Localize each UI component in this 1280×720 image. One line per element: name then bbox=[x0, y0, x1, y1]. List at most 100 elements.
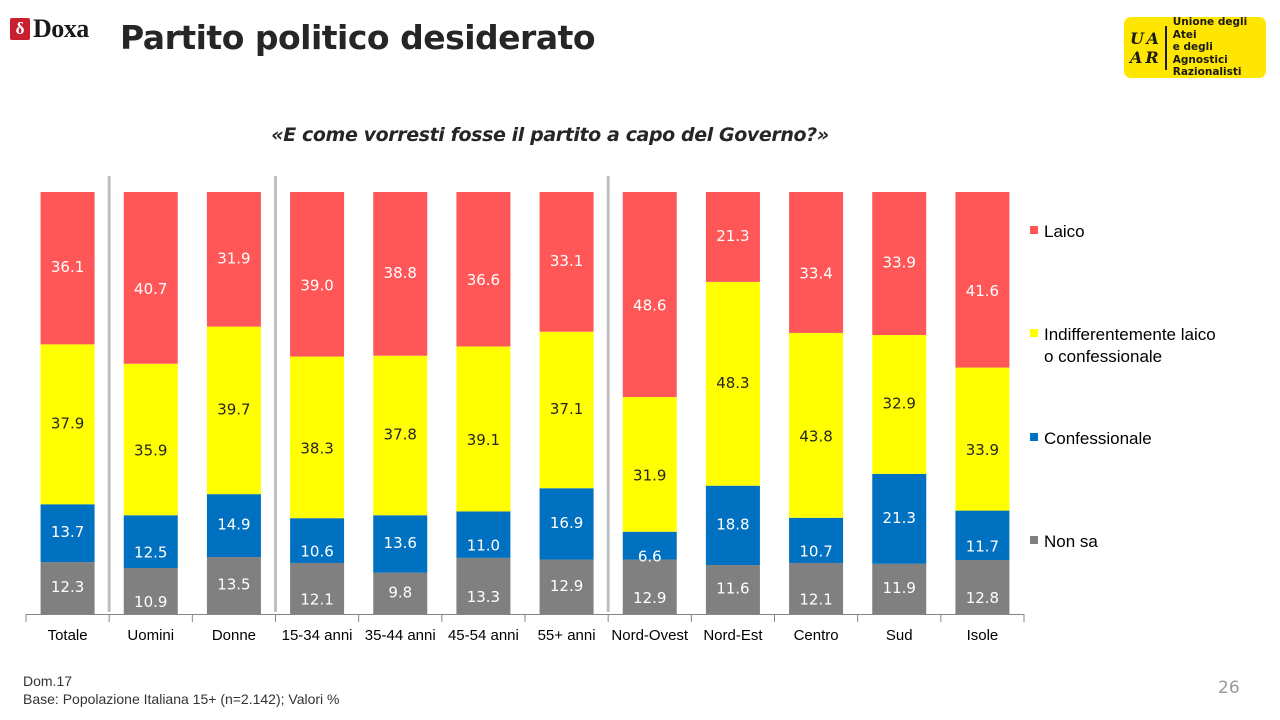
bar-segment bbox=[872, 563, 927, 614]
x-tick-label: 55+ anni bbox=[538, 627, 596, 644]
data-label: 43.8 bbox=[799, 427, 832, 445]
bar-segment bbox=[40, 344, 95, 505]
bar-segment bbox=[290, 562, 345, 614]
bar-segment bbox=[872, 192, 927, 336]
x-tick-label: Totale bbox=[48, 627, 88, 644]
data-label: 11.7 bbox=[966, 537, 999, 555]
bar-segment bbox=[955, 367, 1010, 511]
bar-segment bbox=[40, 504, 95, 563]
bar-segment bbox=[206, 192, 261, 327]
legend-label: Indifferentemente laico bbox=[1044, 325, 1216, 344]
stacked-bar-chart: 12.3 13.7 37.9 36.1 Totale 10.9 12.5 35.9 40.7 Uo… bbox=[25, 176, 1216, 644]
data-label: 9.8 bbox=[388, 583, 412, 601]
data-label: 48.3 bbox=[716, 374, 749, 392]
data-label: 37.9 bbox=[51, 414, 84, 432]
data-label: 39.1 bbox=[467, 431, 500, 449]
sample-base: Base: Popolazione Italiana 15+ (n=2.142)… bbox=[23, 691, 340, 707]
x-tick-label: Uomini bbox=[127, 627, 174, 644]
bar-segment bbox=[456, 346, 511, 512]
data-label: 12.9 bbox=[633, 589, 666, 607]
data-label: 31.9 bbox=[217, 249, 250, 267]
data-label: 12.1 bbox=[799, 590, 832, 608]
data-label: 14.9 bbox=[217, 516, 250, 534]
legend-label: Non sa bbox=[1044, 532, 1098, 551]
x-tick-label: Donne bbox=[212, 627, 256, 644]
legend-swatch bbox=[1030, 329, 1038, 337]
bar-segment bbox=[539, 488, 594, 560]
bar-segment bbox=[373, 572, 428, 614]
data-label: 21.3 bbox=[716, 227, 749, 245]
uaar-logo-line: Razionalisti bbox=[1172, 66, 1242, 79]
bar-segment bbox=[705, 192, 760, 282]
bar-segment bbox=[872, 473, 927, 564]
bar-segment bbox=[705, 565, 760, 614]
bar-segment bbox=[206, 326, 261, 495]
uaar-logo-line: Unione degli Atei bbox=[1172, 16, 1248, 41]
data-label: 11.9 bbox=[883, 579, 916, 597]
page-title: Partito politico desiderato bbox=[120, 18, 596, 57]
data-label: 6.6 bbox=[638, 548, 662, 566]
bar-segment bbox=[290, 192, 345, 357]
data-label: 38.8 bbox=[384, 264, 417, 282]
data-label: 13.6 bbox=[384, 534, 417, 552]
bar-segment bbox=[622, 559, 677, 614]
bar-segment bbox=[290, 356, 345, 519]
data-label: 16.9 bbox=[550, 514, 583, 532]
data-label: 35.9 bbox=[134, 442, 167, 460]
data-label: 40.7 bbox=[134, 280, 167, 298]
data-label: 12.5 bbox=[134, 544, 167, 562]
x-tick-label: Isole bbox=[967, 627, 999, 644]
data-label: 39.7 bbox=[217, 400, 250, 418]
x-tick-label: Centro bbox=[794, 627, 839, 644]
data-label: 48.6 bbox=[633, 297, 666, 315]
bar-segment bbox=[206, 494, 261, 558]
bar-segment bbox=[622, 192, 677, 398]
bar-segment bbox=[539, 192, 594, 332]
doxa-logo-mark: δ bbox=[10, 18, 30, 40]
data-label: 39.0 bbox=[300, 276, 333, 294]
uaar-logo-text: Unione degli Atei e degli Agnostici Razi… bbox=[1173, 16, 1266, 79]
bar-segment bbox=[955, 510, 1010, 560]
doxa-logo-text: Doxa bbox=[33, 14, 89, 43]
x-tick-label: Nord-Ovest bbox=[611, 627, 689, 644]
bar-segment bbox=[123, 192, 178, 364]
bar-segment bbox=[40, 192, 95, 345]
uaar-logo-mark: UA AR bbox=[1130, 28, 1162, 67]
data-label: 13.7 bbox=[51, 523, 84, 541]
data-label: 33.1 bbox=[550, 252, 583, 270]
bar-segment bbox=[373, 192, 428, 356]
data-label: 32.9 bbox=[883, 394, 916, 412]
bar-segment bbox=[40, 562, 95, 614]
bar-segment bbox=[123, 568, 178, 614]
data-label: 36.6 bbox=[467, 271, 500, 289]
x-tick-label: Sud bbox=[886, 627, 913, 644]
bar-segment bbox=[705, 485, 760, 566]
data-label: 21.3 bbox=[883, 509, 916, 527]
legend-swatch bbox=[1030, 536, 1038, 544]
uaar-logo: UA AR Unione degli Atei e degli Agnostic… bbox=[1124, 16, 1266, 79]
data-label: 12.8 bbox=[966, 589, 999, 607]
doxa-logo: δ Doxa bbox=[10, 14, 89, 44]
page-number: 26 bbox=[1218, 678, 1240, 698]
bar-segment bbox=[789, 517, 844, 563]
legend-swatch bbox=[1030, 433, 1038, 441]
data-label: 10.6 bbox=[300, 543, 333, 561]
data-label: 12.3 bbox=[51, 578, 84, 596]
data-label: 11.0 bbox=[467, 537, 500, 555]
data-label: 10.9 bbox=[134, 593, 167, 611]
bar-segment bbox=[705, 281, 760, 486]
bar-segment bbox=[789, 562, 844, 614]
x-tick-label: Nord-Est bbox=[703, 627, 763, 644]
data-label: 12.9 bbox=[550, 577, 583, 595]
data-label: 33.4 bbox=[799, 264, 832, 282]
data-label: 10.7 bbox=[799, 542, 832, 560]
data-label: 36.1 bbox=[51, 258, 84, 276]
data-label: 37.1 bbox=[550, 400, 583, 418]
bar-segment bbox=[789, 192, 844, 333]
data-label: 33.9 bbox=[883, 254, 916, 272]
bar-segment bbox=[539, 331, 594, 489]
bar-segment bbox=[539, 559, 594, 614]
footnote: Dom.17 Base: Popolazione Italiana 15+ (n… bbox=[23, 672, 340, 708]
data-label: 31.9 bbox=[633, 466, 666, 484]
bar-segment bbox=[373, 515, 428, 573]
